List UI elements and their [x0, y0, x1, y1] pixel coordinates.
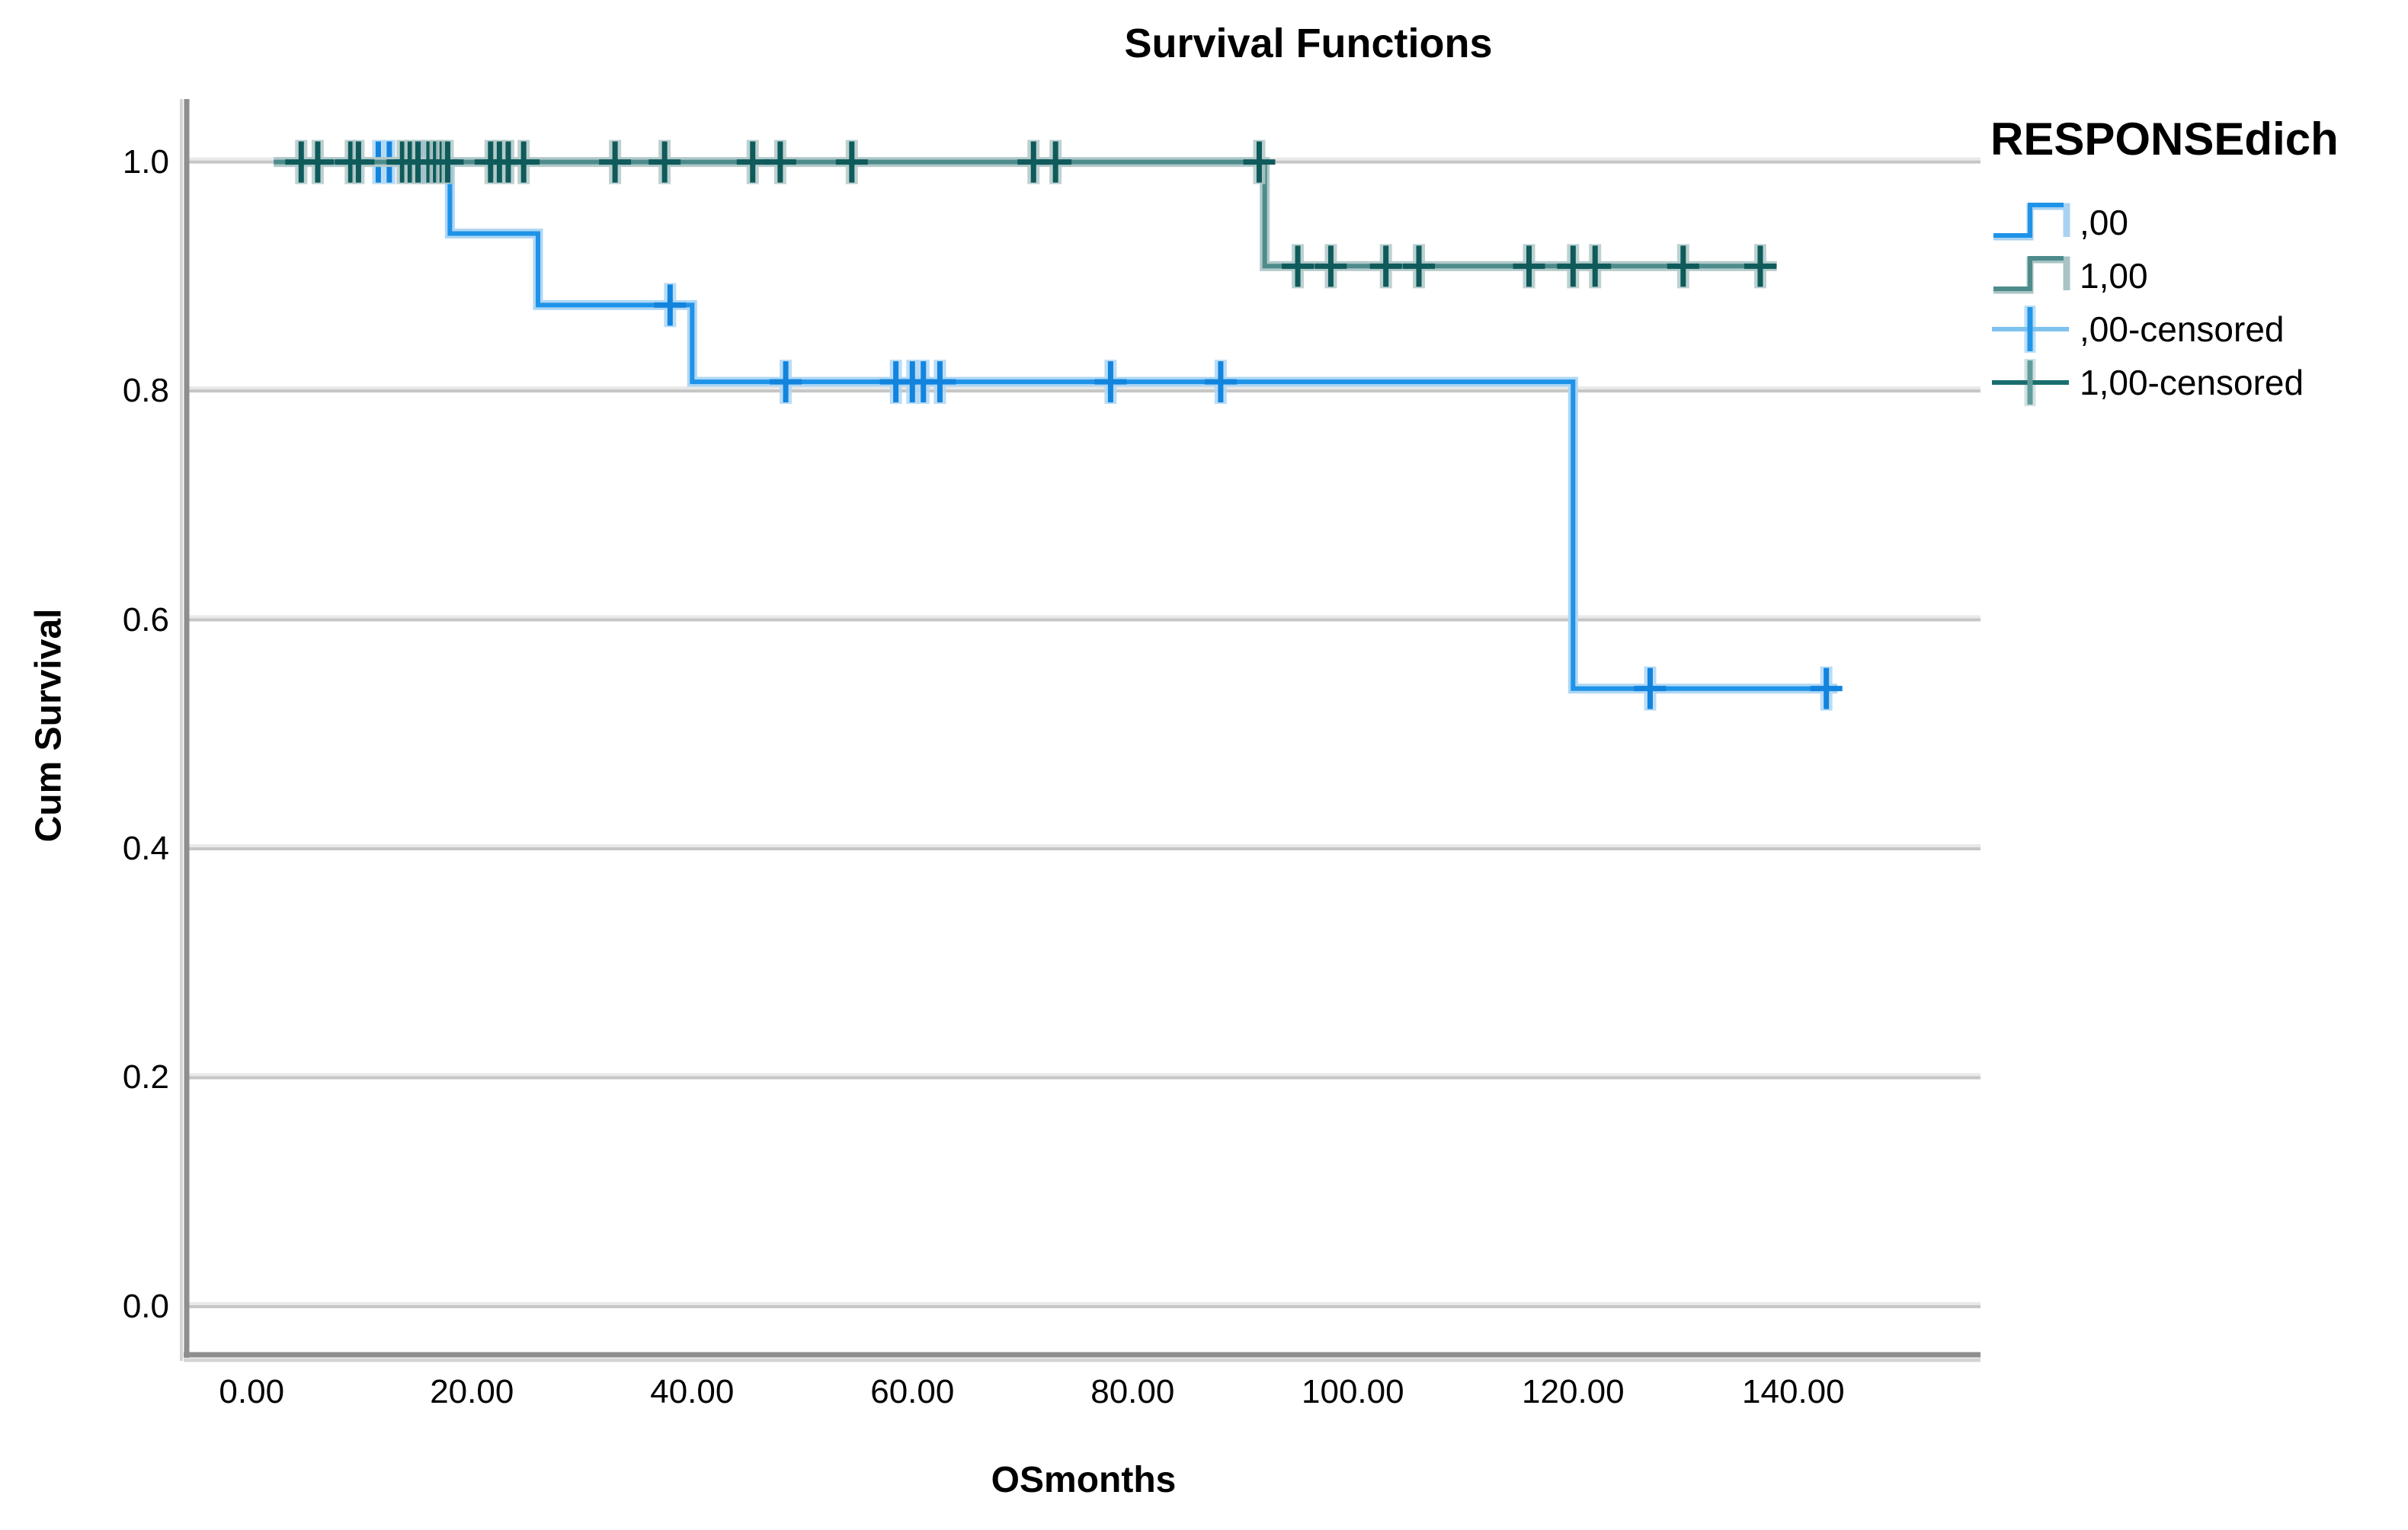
- x-tick-label: 20.00: [430, 1373, 514, 1410]
- legend-entry-label: ,00: [2080, 203, 2128, 242]
- legend-censor-plus-icon: [1992, 359, 2069, 406]
- legend-entry: 1,00-censored: [1990, 356, 2402, 409]
- x-tick-label: 40.00: [650, 1373, 735, 1410]
- y-tick-label: 0.8: [122, 372, 169, 410]
- x-tick-label: 80.00: [1090, 1373, 1175, 1410]
- legend-title: RESPONSEdich: [1990, 114, 2339, 165]
- series-halo-.00: [274, 157, 1838, 694]
- x-tick-label: 100.00: [1302, 1373, 1404, 1410]
- legend-entry-label: ,00-censored: [2080, 309, 2285, 349]
- x-tick-label: 0.00: [219, 1373, 285, 1410]
- legend-rows: ,00 1,00 ,00-censored 1,00-censored: [1990, 196, 2402, 409]
- y-tick-label: 0.0: [122, 1287, 169, 1325]
- chart-title: Survival Functions: [1124, 21, 1493, 66]
- legend-entry: ,00-censored: [1990, 302, 2402, 356]
- x-tick-label: 60.00: [870, 1373, 955, 1410]
- x-tick-label: 120.00: [1522, 1373, 1625, 1410]
- y-tick-label: 0.6: [122, 600, 169, 639]
- x-axis-title: OSmonths: [991, 1460, 1177, 1500]
- legend-entry: 1,00: [1990, 249, 2402, 302]
- legend-entry-label: 1,00: [2080, 256, 2148, 296]
- y-tick-label: 0.4: [122, 829, 169, 867]
- y-tick-label: 1.0: [122, 142, 169, 181]
- y-tick-label: 0.2: [122, 1058, 169, 1096]
- legend-entry-label: 1,00-censored: [2080, 363, 2304, 402]
- legend-entry: ,00: [1990, 196, 2402, 249]
- legend-censor-plus-icon: [1992, 306, 2069, 353]
- x-tick-label: 140.00: [1742, 1373, 1845, 1410]
- legend: RESPONSEdich ,00 1,00 ,00-censored 1,00-cen…: [1990, 113, 2402, 409]
- legend-step-line-icon: [1993, 203, 2070, 241]
- series-line-.00: [274, 159, 1838, 691]
- legend-step-line-icon: [1993, 256, 2070, 294]
